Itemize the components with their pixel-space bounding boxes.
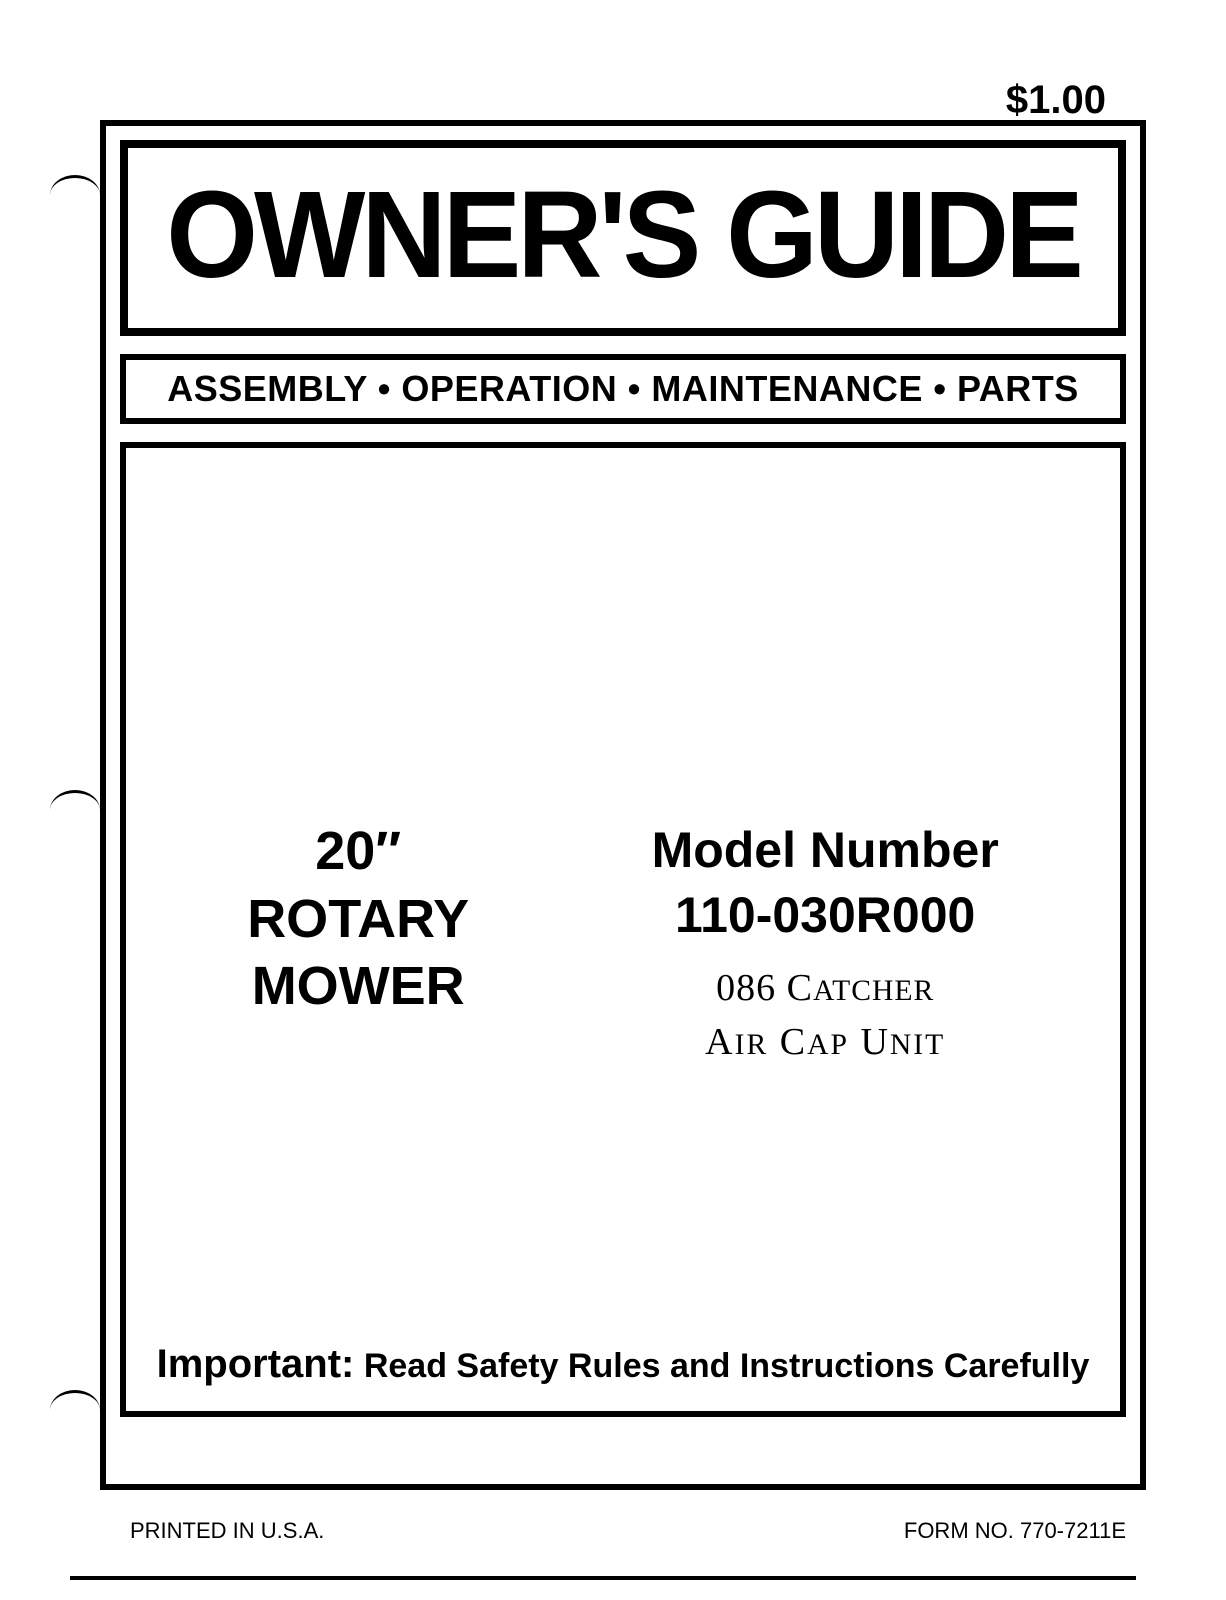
product-size: 20″ xyxy=(247,818,469,886)
product-info-row: 20″ ROTARY MOWER Model Number 110-030R00… xyxy=(126,818,1120,1064)
model-info: Model Number 110-030R000 086 CATCHER AIR… xyxy=(652,818,999,1064)
product-item: MOWER xyxy=(247,953,469,1021)
price-label: $1.00 xyxy=(1006,78,1106,123)
important-label: Important: xyxy=(157,1342,355,1386)
title-box: OWNER'S GUIDE xyxy=(120,140,1126,336)
footer-rule xyxy=(70,1576,1136,1580)
page-outer-frame: OWNER'S GUIDE ASSEMBLY • OPERATION • MAI… xyxy=(100,120,1146,1490)
subtitle: ASSEMBLY • OPERATION • MAINTENANCE • PAR… xyxy=(136,368,1110,410)
model-number: 110-030R000 xyxy=(652,883,999,948)
binding-mark xyxy=(50,175,100,195)
product-type: ROTARY xyxy=(247,886,469,954)
handwritten-note-1: 086 CATCHER xyxy=(652,966,999,1010)
footer-printed-in: PRINTED IN U.S.A. xyxy=(130,1518,324,1544)
product-name: 20″ ROTARY MOWER xyxy=(247,818,469,1021)
footer-form-number: FORM NO. 770-7211E xyxy=(904,1518,1126,1544)
main-content-box: 20″ ROTARY MOWER Model Number 110-030R00… xyxy=(120,442,1126,1417)
handwritten-note-2: AIR CAP UNIT xyxy=(652,1020,999,1064)
important-text: Read Safety Rules and Instructions Caref… xyxy=(354,1347,1089,1385)
binding-mark xyxy=(50,790,100,810)
binding-mark xyxy=(50,1390,100,1410)
model-label: Model Number xyxy=(652,818,999,883)
page-footer: PRINTED IN U.S.A. FORM NO. 770-7211E xyxy=(130,1518,1126,1544)
document-title: OWNER'S GUIDE xyxy=(138,173,1108,297)
subtitle-box: ASSEMBLY • OPERATION • MAINTENANCE • PAR… xyxy=(120,354,1126,424)
important-safety-line: Important: Read Safety Rules and Instruc… xyxy=(156,1342,1090,1387)
